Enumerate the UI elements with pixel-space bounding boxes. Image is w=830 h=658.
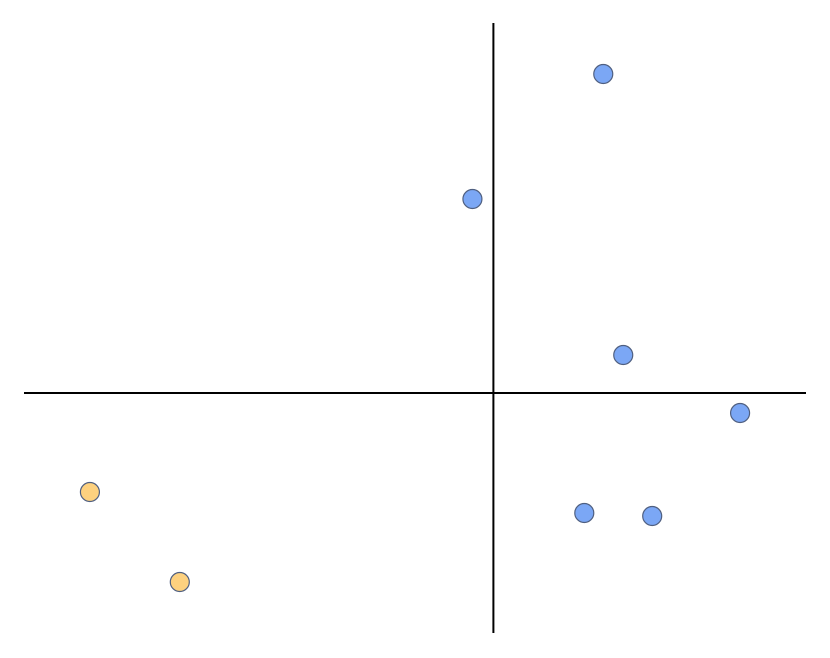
point — [642, 505, 663, 527]
point — [79, 481, 101, 503]
point — [729, 402, 751, 424]
point — [169, 571, 190, 593]
point — [593, 63, 614, 85]
point — [574, 502, 595, 524]
point — [613, 344, 634, 366]
point — [462, 188, 483, 210]
